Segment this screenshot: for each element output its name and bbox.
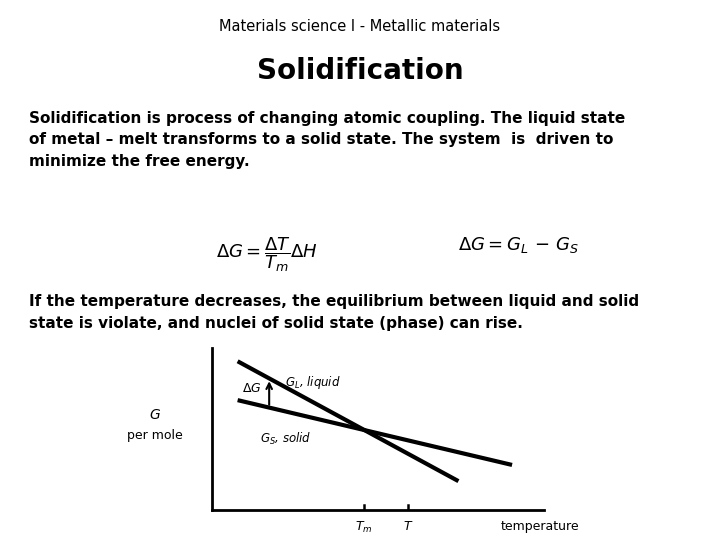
Text: If the temperature decreases, the equilibrium between liquid and solid
state is : If the temperature decreases, the equili… [29,294,639,331]
Text: $T$: $T$ [402,520,413,533]
Text: Materials science I - Metallic materials: Materials science I - Metallic materials [220,19,500,34]
Text: $\it{\Delta}\it{G}=\it{G}_L\,-\,\it{G}_S$: $\it{\Delta}\it{G}=\it{G}_L\,-\,\it{G}_S… [458,235,579,255]
Text: temperature: temperature [501,520,580,533]
Text: $T_m$: $T_m$ [355,520,372,535]
Text: $\it{\Delta}\it{G}=\dfrac{\it{\Delta}\it{T}}{\it{T}_m}\it{\Delta}\it{H}$: $\it{\Delta}\it{G}=\dfrac{\it{\Delta}\it… [215,235,318,274]
Text: per mole: per mole [127,429,183,442]
Text: Solidification is process of changing atomic coupling. The liquid state
of metal: Solidification is process of changing at… [29,111,625,169]
Text: $G_L$, liquid: $G_L$, liquid [285,374,341,391]
Text: $\Delta G$: $\Delta G$ [242,382,261,395]
Text: $G$: $G$ [149,408,161,422]
Text: Solidification: Solidification [257,57,463,85]
Text: $G_S$, solid: $G_S$, solid [260,431,311,447]
